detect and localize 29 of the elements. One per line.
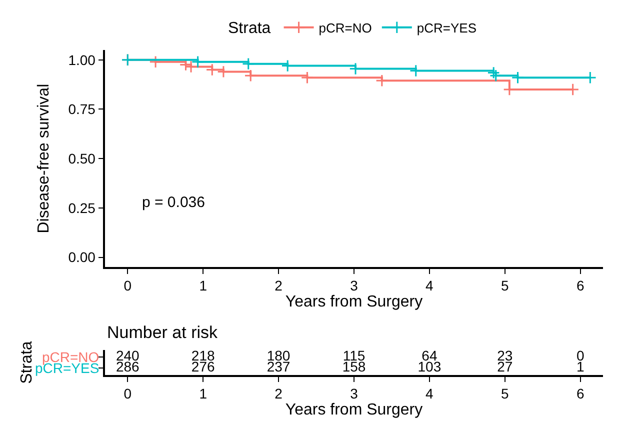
x-tick-label: 6 bbox=[576, 278, 584, 294]
x-tick-label: 0 bbox=[124, 386, 132, 402]
y-axis-title: Strata bbox=[18, 341, 36, 384]
y-tick-label: 0.50 bbox=[68, 150, 96, 166]
y-tick-label: 0.75 bbox=[68, 101, 96, 118]
x-tick-label: 1 bbox=[199, 386, 208, 402]
x-tick-label: 5 bbox=[501, 386, 510, 402]
chart-title: Number at risk bbox=[107, 323, 218, 342]
x-tick-label: 5 bbox=[501, 278, 510, 294]
x-tick-label: 4 bbox=[426, 386, 434, 402]
y-tick-label: 0.25 bbox=[68, 200, 96, 216]
y-tick-label: 0.00 bbox=[68, 249, 96, 266]
x-tick-label: 0 bbox=[124, 278, 132, 294]
x-axis-title: Years from Surgery bbox=[285, 402, 423, 419]
x-axis-title: Years from Surgery bbox=[285, 294, 423, 311]
x-tick-label: 6 bbox=[576, 386, 584, 402]
data-label: 0 bbox=[576, 347, 584, 364]
y-tick-label: 1.00 bbox=[68, 52, 96, 68]
x-tick-label: 2 bbox=[274, 278, 283, 294]
legend-label: pCR=NO bbox=[318, 20, 372, 36]
annotation: p = 0.036 bbox=[142, 194, 205, 211]
legend-title: Strata bbox=[228, 20, 271, 38]
x-tick-label: 3 bbox=[350, 278, 358, 294]
x-tick-label: 1 bbox=[199, 278, 208, 294]
y-axis-title: Disease-free survival bbox=[36, 84, 53, 234]
x-tick-label: 4 bbox=[426, 278, 434, 294]
x-tick-label: 2 bbox=[274, 386, 283, 402]
legend-label: pCR=YES bbox=[416, 20, 477, 36]
x-tick-label: 3 bbox=[350, 386, 358, 402]
